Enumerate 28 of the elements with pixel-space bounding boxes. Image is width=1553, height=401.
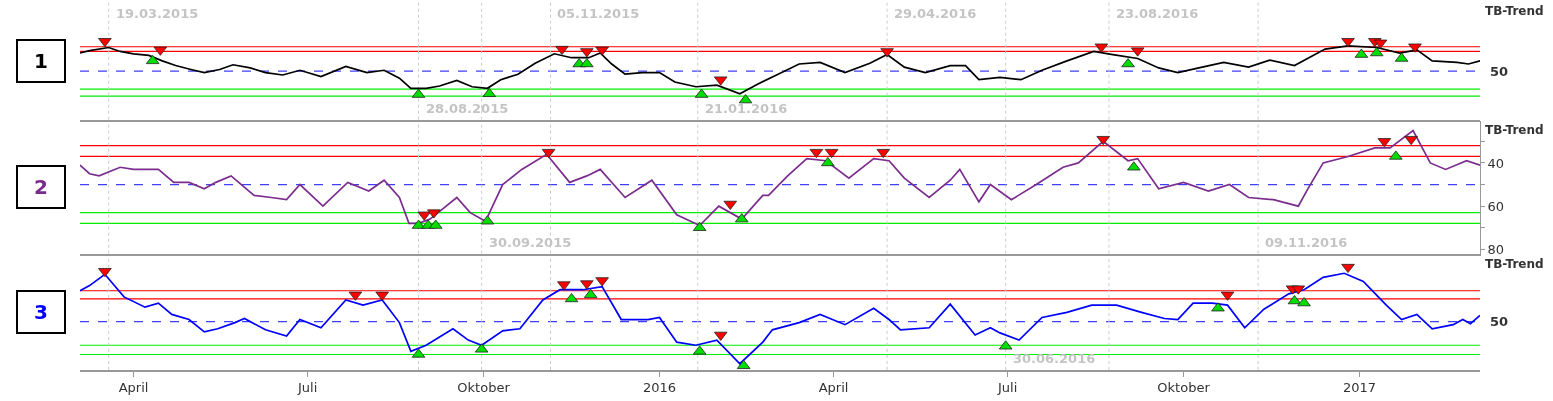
ref-line-label: 30.06.2016 [1013, 351, 1096, 366]
ref-line-label: 30.09.2015 [489, 235, 572, 250]
y-axis-title: TB-Trend [1485, 4, 1544, 18]
x-tick-label: Oktober [457, 380, 511, 396]
text: 3 [34, 300, 48, 324]
x-tick-label: 2017 [1342, 380, 1377, 396]
text: 50 [1490, 64, 1509, 79]
y-tick-label: 40 [1487, 155, 1505, 171]
ref-line-label: 09.11.2016 [1265, 235, 1348, 250]
text: 50 [1490, 314, 1509, 329]
ref-line-label: 21.01.2016 [705, 101, 788, 116]
y-axis-title: TB-Trend [1485, 257, 1544, 271]
text: 2 [34, 175, 48, 199]
x-tick-label: April [818, 380, 849, 396]
text: 1 [34, 49, 48, 73]
y-tick-label: 80 [1487, 241, 1505, 257]
x-tick-label: April [118, 380, 149, 396]
ref-line-label: 28.08.2015 [426, 101, 509, 116]
x-tick-label: Juli [296, 380, 318, 396]
ref-line-label: 19.03.2015 [116, 6, 199, 21]
y-tick-label: 60 [1487, 198, 1505, 214]
x-tick-label: Juli [996, 380, 1018, 396]
ref-line-label: 05.11.2015 [557, 6, 640, 21]
y-axis-title: TB-Trend [1485, 123, 1544, 137]
x-tick-label: Oktober [1157, 380, 1211, 396]
x-tick-label: 2016 [642, 380, 677, 396]
ref-line-label: 23.08.2016 [1116, 6, 1199, 21]
ref-line-label: 29.04.2016 [894, 6, 977, 21]
